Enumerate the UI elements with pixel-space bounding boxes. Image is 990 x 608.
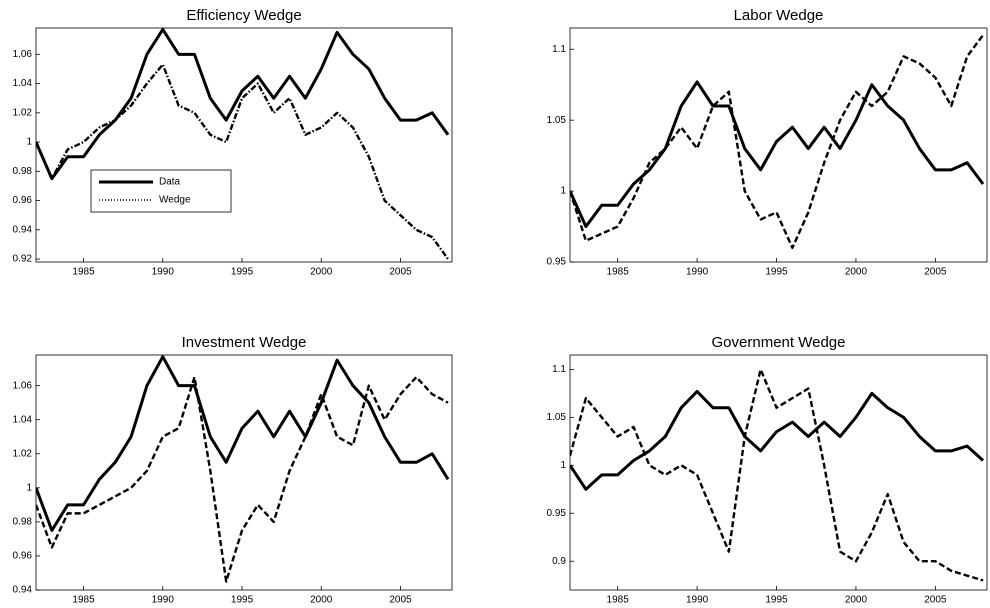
x-tick-label: 2000 <box>310 267 333 278</box>
plot-frame <box>569 354 988 591</box>
y-tick-label: 1.02 <box>13 448 33 459</box>
y-tick-label: 0.94 <box>13 224 33 235</box>
legend-label: Data <box>159 177 181 188</box>
x-tick-label: 1985 <box>72 267 95 278</box>
x-tick-label: 2005 <box>924 267 947 278</box>
y-tick-label: 1 <box>26 482 32 493</box>
x-tick-label: 1995 <box>231 267 254 278</box>
legend-box <box>90 169 232 213</box>
y-tick-label: 1 <box>560 460 566 471</box>
legend-label: Wedge <box>159 195 191 206</box>
y-tick-label: 1.1 <box>552 364 566 375</box>
data-line <box>570 80 985 229</box>
x-tick-label: 1995 <box>765 267 788 278</box>
y-tick-label: 1.04 <box>13 414 33 425</box>
x-tick-label: 1985 <box>72 595 95 606</box>
x-tick-label: 2005 <box>924 595 947 606</box>
chart-title: Labor Wedge <box>734 7 824 24</box>
x-tick-label: 2000 <box>845 595 868 606</box>
x-tick-label: 2005 <box>389 595 412 606</box>
y-tick-label: 0.94 <box>13 585 33 596</box>
data-line <box>570 389 985 491</box>
x-tick-label: 1985 <box>607 595 630 606</box>
data-line <box>36 355 450 532</box>
y-tick-label: 1 <box>560 186 566 197</box>
x-tick-label: 2005 <box>389 267 412 278</box>
y-tick-label: 0.9 <box>552 556 566 567</box>
y-tick-label: 0.92 <box>13 254 33 265</box>
y-tick-label: 1.04 <box>13 78 33 89</box>
y-tick-label: 1.1 <box>552 44 566 55</box>
y-tick-label: 0.95 <box>547 257 567 268</box>
y-tick-label: 0.95 <box>547 508 567 519</box>
y-tick-label: 0.98 <box>13 166 33 177</box>
y-tick-label: 0.96 <box>13 551 33 562</box>
x-tick-label: 1990 <box>686 595 709 606</box>
x-tick-label: 1995 <box>231 595 254 606</box>
y-tick-label: 1.05 <box>547 115 567 126</box>
plot-frame <box>35 27 453 263</box>
y-tick-label: 0.98 <box>13 517 33 528</box>
y-tick-label: 1.06 <box>13 380 33 391</box>
y-tick-label: 1.02 <box>13 107 33 118</box>
data-line <box>36 28 450 181</box>
y-tick-label: 0.96 <box>13 195 33 206</box>
x-tick-label: 2000 <box>845 267 868 278</box>
chart-title: Investment Wedge <box>182 334 307 351</box>
data-line <box>570 368 984 582</box>
data-line <box>36 375 449 583</box>
plot-frame <box>35 354 453 591</box>
data-line <box>36 63 450 260</box>
x-tick-label: 1985 <box>607 267 630 278</box>
data-line <box>570 34 984 250</box>
chart-title: Government Wedge <box>712 334 846 351</box>
y-tick-label: 1.05 <box>547 412 567 423</box>
chart-title: Efficiency Wedge <box>186 7 301 24</box>
x-tick-label: 1990 <box>686 267 709 278</box>
x-tick-label: 1990 <box>152 267 175 278</box>
plot-frame <box>569 27 988 263</box>
x-tick-label: 1990 <box>152 595 175 606</box>
x-tick-label: 2000 <box>310 595 333 606</box>
y-tick-label: 1.06 <box>13 49 33 60</box>
y-tick-label: 1 <box>26 137 32 148</box>
x-tick-label: 1995 <box>765 595 788 606</box>
